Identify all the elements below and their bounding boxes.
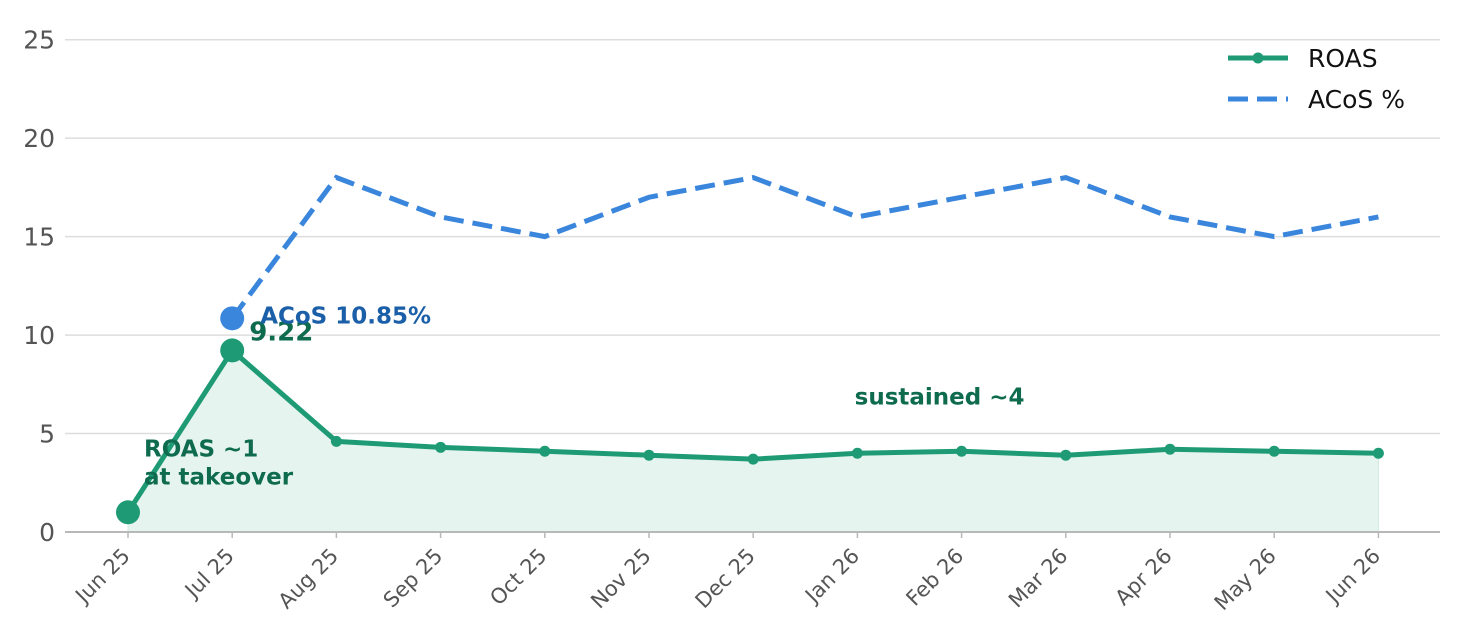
- x-tick-label: Apr 26: [1110, 544, 1176, 610]
- x-tick-label: Aug 25: [274, 544, 344, 614]
- y-tick-label: 10: [23, 321, 55, 350]
- legend: ROAS ACoS %: [1228, 44, 1405, 114]
- x-tick-label: Oct 25: [485, 544, 551, 610]
- x-tick-label: Jul 25: [179, 544, 239, 604]
- roas-point: [643, 449, 655, 461]
- x-tick-label: Jun 25: [70, 544, 135, 609]
- annotation-label: sustained ~4: [855, 384, 1025, 410]
- roas-point: [1268, 445, 1280, 457]
- acos-points: [220, 306, 245, 331]
- legend-roas-label: ROAS: [1308, 44, 1378, 73]
- y-tick-label: 15: [23, 223, 55, 252]
- roas-point: [539, 445, 551, 457]
- x-tick-label: May 26: [1210, 544, 1281, 615]
- x-tick-label: Sep 25: [379, 544, 448, 613]
- x-tick-label: Feb 26: [901, 544, 968, 611]
- x-tick-label: Dec 25: [691, 544, 760, 613]
- roas-point: [747, 453, 759, 465]
- roas-point: [1164, 443, 1176, 455]
- acos-point: [220, 306, 245, 331]
- roas-point: [435, 441, 447, 453]
- roas-point: [956, 445, 968, 457]
- legend-acos-label: ACoS %: [1308, 85, 1405, 114]
- roas-point: [851, 447, 863, 459]
- acos-line: [230, 174, 1379, 320]
- y-tick-label: 20: [23, 124, 55, 153]
- roas-point: [1060, 449, 1072, 461]
- legend-roas-marker: [1252, 52, 1264, 64]
- annotation-label: 9.22: [249, 317, 313, 347]
- y-tick-label: 25: [23, 26, 55, 55]
- x-axis-ticks: Jun 25 Jul 25 Aug 25 Sep 25 Oct 25 Nov 25 Dec …: [70, 532, 1385, 615]
- annotation-label: ROAS ~1: [144, 436, 258, 462]
- roas-point: [330, 435, 342, 447]
- y-tick-label: 5: [39, 420, 55, 449]
- roas-point: [220, 338, 245, 363]
- x-tick-label: Nov 25: [586, 544, 656, 614]
- annotation-label: ACoS 10.85%: [260, 303, 431, 329]
- roas-point: [1372, 447, 1384, 459]
- y-axis-ticks: 0 5 10 15 20 25: [23, 26, 55, 547]
- x-tick-label: Jun 26: [1320, 544, 1385, 609]
- y-tick-label: 0: [39, 518, 55, 547]
- roas-points: [116, 338, 1384, 525]
- annotation-label: at takeover: [144, 464, 294, 490]
- x-tick-label: Mar 26: [1004, 544, 1073, 613]
- x-tick-label: Jan 26: [799, 544, 864, 609]
- roas-area-fill: [127, 349, 1379, 533]
- roas-point: [116, 500, 140, 525]
